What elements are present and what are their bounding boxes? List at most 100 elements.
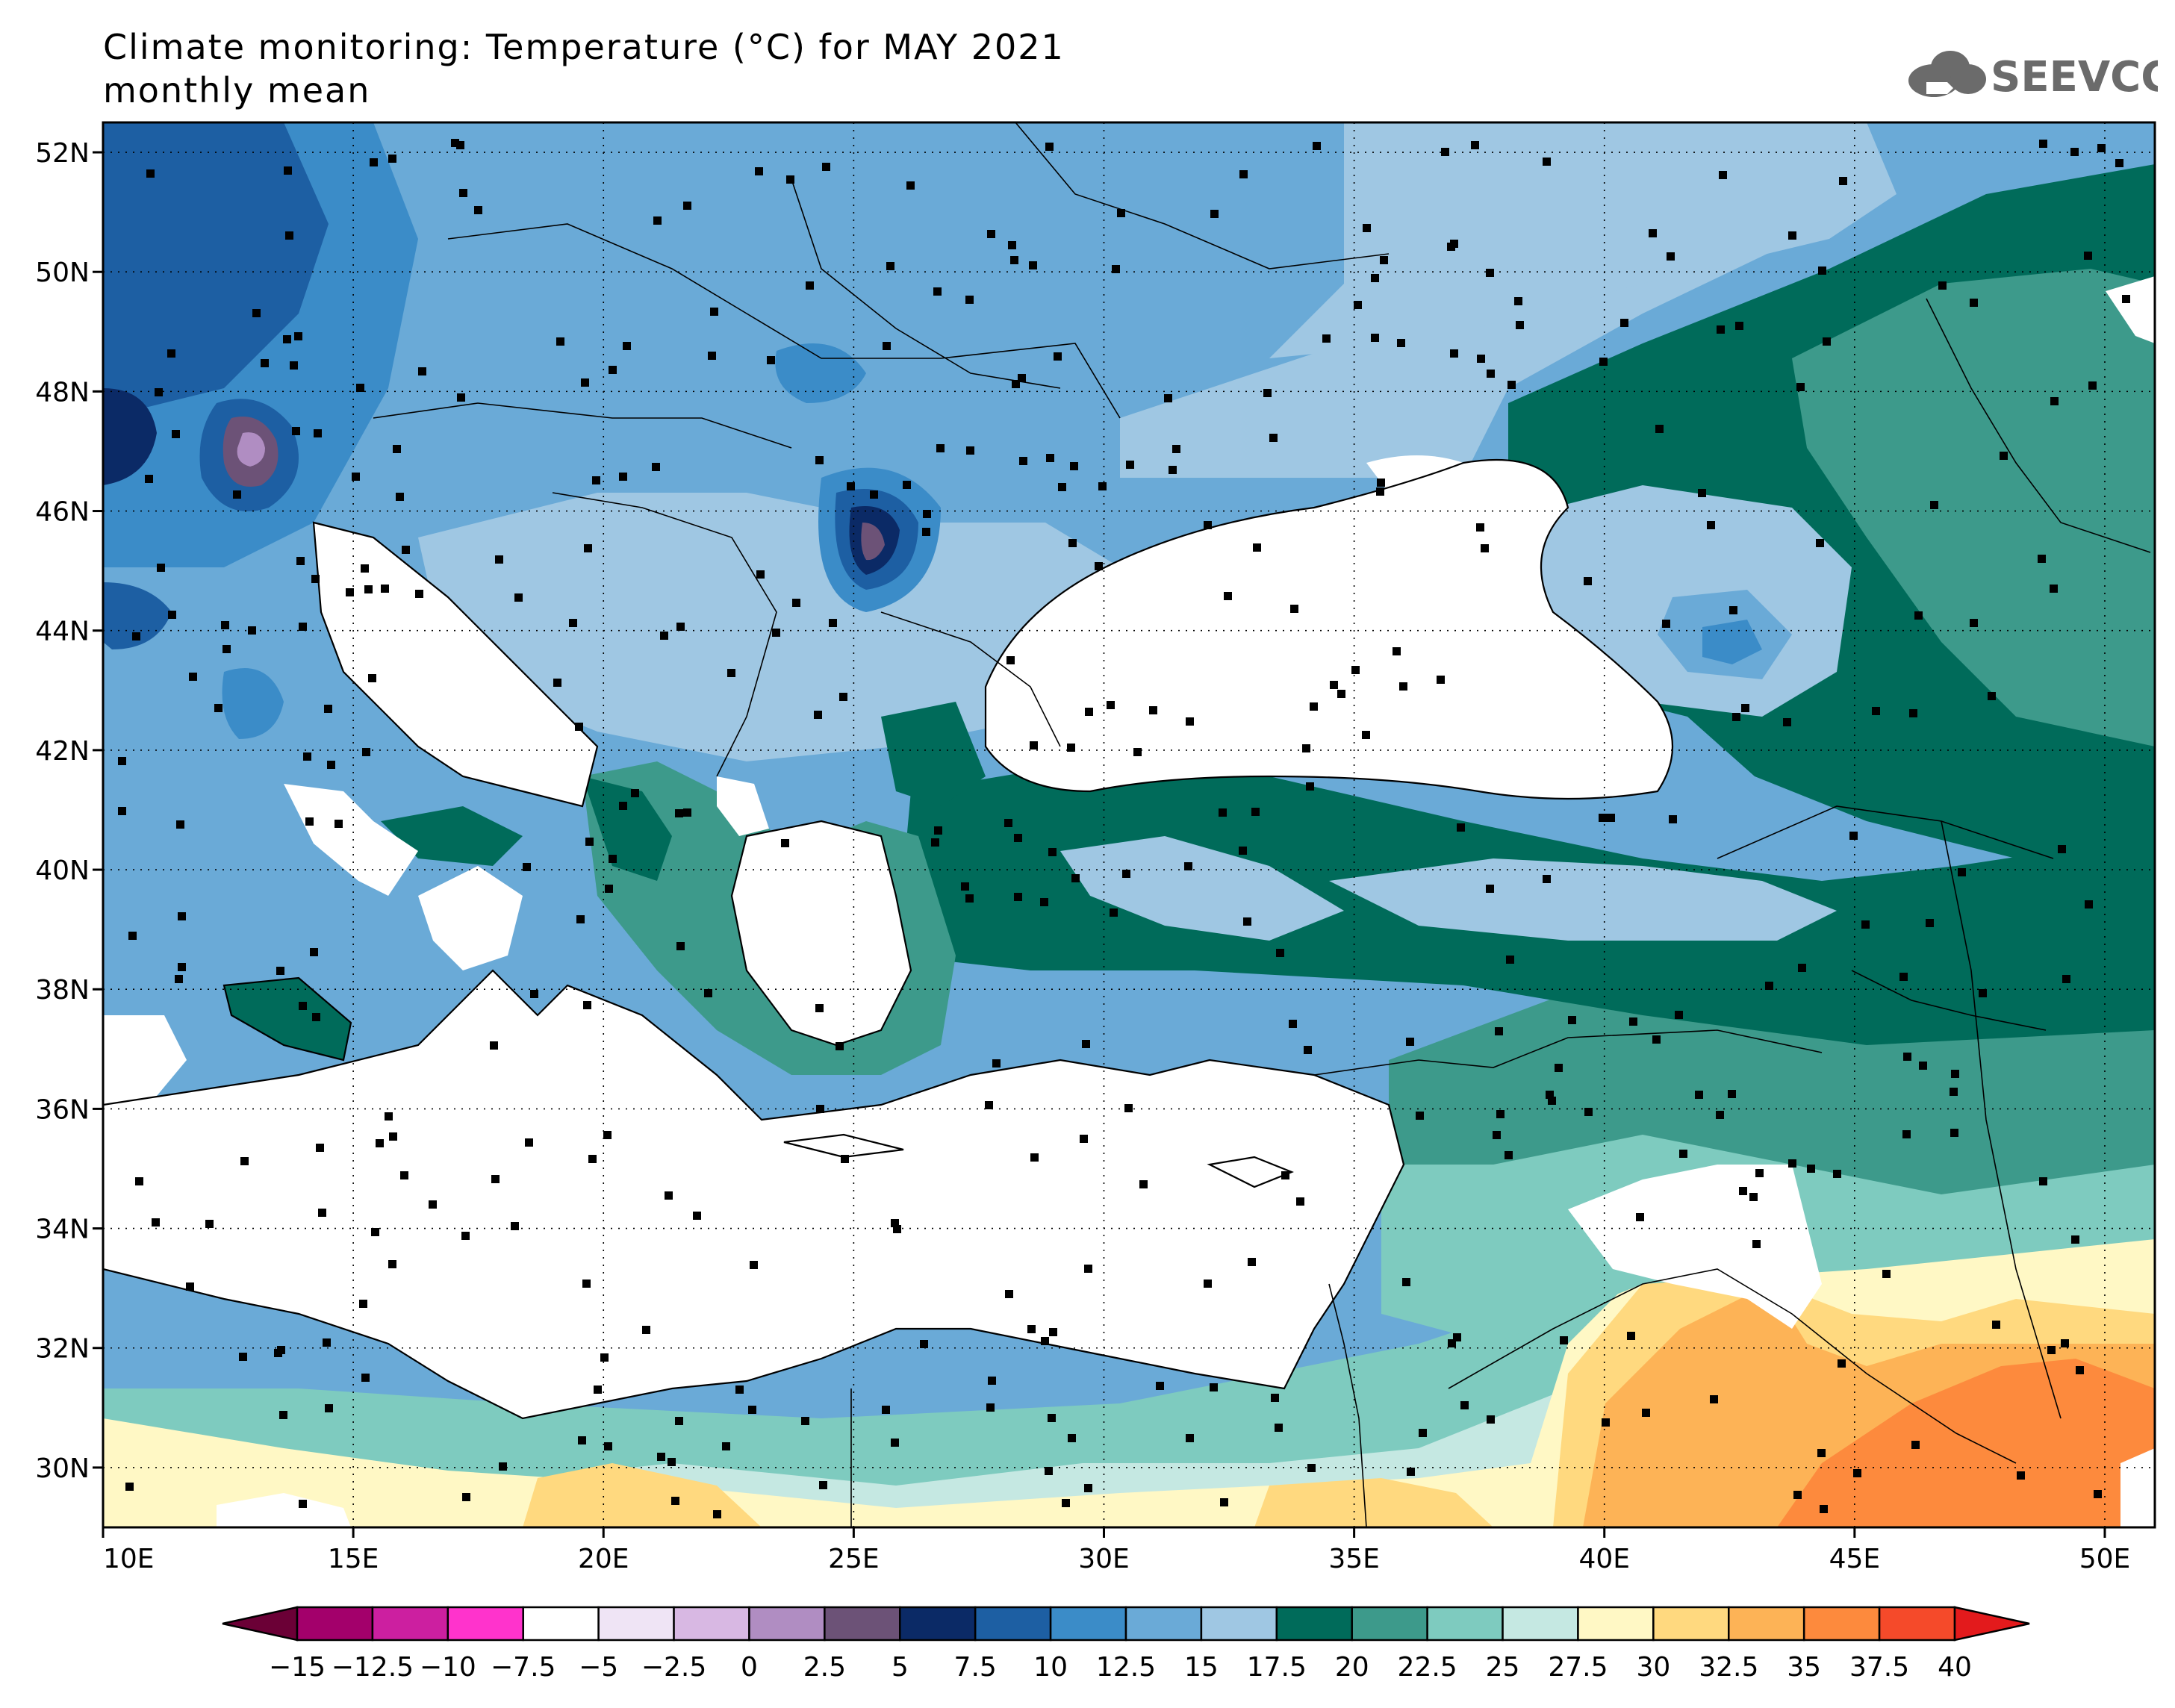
y-tick-label: 34N: [35, 1215, 90, 1245]
station-marker: [1397, 339, 1405, 347]
colorbar-upper-arrow: [1953, 1606, 2030, 1642]
station-marker: [1010, 256, 1018, 264]
station-marker: [987, 230, 995, 238]
station-marker: [1853, 1469, 1861, 1477]
station-marker: [118, 807, 126, 815]
station-marker: [704, 989, 712, 997]
station-marker: [1861, 920, 1870, 929]
station-marker: [767, 356, 775, 364]
station-marker: [992, 1059, 1001, 1068]
station-marker: [1838, 1359, 1846, 1368]
colorbar-label: 40: [1938, 1652, 1972, 1683]
station-marker: [1030, 741, 1038, 749]
station-marker: [1752, 1240, 1761, 1248]
station-marker: [312, 1013, 320, 1021]
station-marker: [356, 384, 364, 392]
station-marker: [1124, 1104, 1133, 1112]
station-marker: [2122, 295, 2130, 303]
station-marker: [370, 158, 378, 166]
colorbar-swatch: [1351, 1606, 1428, 1642]
station-marker: [1322, 334, 1331, 343]
station-marker: [619, 802, 627, 810]
station-marker: [1970, 619, 1978, 627]
station-marker: [600, 1353, 609, 1362]
colorbar-label: −12.5: [332, 1652, 414, 1683]
station-marker: [1040, 898, 1048, 906]
station-marker: [735, 1386, 744, 1394]
station-marker: [1817, 1449, 1826, 1457]
station-marker: [1546, 1091, 1554, 1099]
x-tick-label: 10E: [103, 1544, 155, 1574]
station-marker: [1393, 647, 1401, 655]
station-marker: [1054, 352, 1062, 361]
station-marker: [1204, 521, 1212, 529]
station-marker: [609, 855, 617, 863]
station-marker: [167, 349, 175, 358]
station-marker: [1487, 1415, 1495, 1424]
station-marker: [1899, 973, 1908, 981]
station-marker: [1080, 1135, 1088, 1143]
station-marker: [2115, 159, 2123, 167]
station-marker: [1416, 1112, 1424, 1120]
y-tick-label: 52N: [35, 138, 90, 169]
y-tick-label: 38N: [35, 975, 90, 1006]
station-marker: [1909, 709, 1917, 717]
station-marker: [368, 674, 376, 682]
station-marker: [415, 590, 423, 598]
station-marker: [239, 1353, 247, 1361]
station-marker: [352, 473, 360, 481]
station-marker: [1402, 1278, 1410, 1286]
station-marker: [1204, 1280, 1212, 1288]
station-marker: [1486, 269, 1494, 277]
station-marker: [514, 593, 523, 602]
station-marker: [1243, 917, 1251, 926]
station-marker: [1045, 143, 1054, 151]
station-marker: [1979, 989, 1987, 997]
station-marker: [1014, 893, 1022, 901]
station-marker: [1117, 209, 1125, 217]
colorbar: −15 −12.5 −10 −7.5 −5 −2.5 0 2.5 5 7.5 10 12.5 15 17.…: [222, 1606, 2030, 1683]
colorbar-swatch: [1802, 1606, 1881, 1642]
station-marker: [324, 705, 332, 713]
station-marker: [290, 361, 298, 370]
station-marker: [459, 189, 467, 197]
station-marker: [816, 1105, 824, 1113]
station-marker: [1354, 301, 1362, 309]
station-marker: [2097, 144, 2106, 152]
station-marker: [276, 967, 284, 975]
station-marker: [822, 163, 830, 171]
station-marker: [178, 963, 186, 971]
station-marker: [1067, 744, 1075, 752]
station-marker: [1882, 1270, 1891, 1278]
station-marker: [1296, 1197, 1304, 1206]
station-marker: [294, 332, 302, 340]
station-marker: [189, 673, 197, 681]
station-marker: [836, 1042, 844, 1050]
station-marker: [346, 588, 354, 596]
station-marker: [1084, 1484, 1092, 1492]
station-marker: [2050, 397, 2059, 405]
station-marker: [893, 1225, 901, 1233]
y-tick-label: 46N: [35, 497, 90, 528]
station-marker: [1495, 1027, 1503, 1035]
station-marker: [1655, 425, 1664, 433]
station-marker: [299, 1500, 307, 1508]
station-marker: [1833, 1170, 1841, 1178]
station-marker: [1307, 1464, 1316, 1472]
station-marker: [1783, 718, 1791, 726]
station-marker: [1599, 814, 1607, 822]
station-marker: [847, 482, 855, 490]
station-marker: [1926, 919, 1934, 927]
station-marker: [1275, 1424, 1283, 1432]
station-marker: [1070, 462, 1078, 470]
x-tick-label: 45E: [1829, 1544, 1881, 1574]
colorbar-label: 0: [741, 1652, 758, 1683]
station-marker: [582, 1280, 591, 1288]
station-marker: [931, 838, 939, 847]
y-axis: 52N 50N 48N 46N 44N 42N 40N 38N 36N 34N 32N 30N: [35, 138, 103, 1484]
station-marker: [870, 490, 878, 499]
station-marker: [1695, 1091, 1703, 1099]
station-marker: [1441, 148, 1449, 156]
station-marker: [1045, 1467, 1053, 1475]
station-marker: [668, 1458, 676, 1466]
